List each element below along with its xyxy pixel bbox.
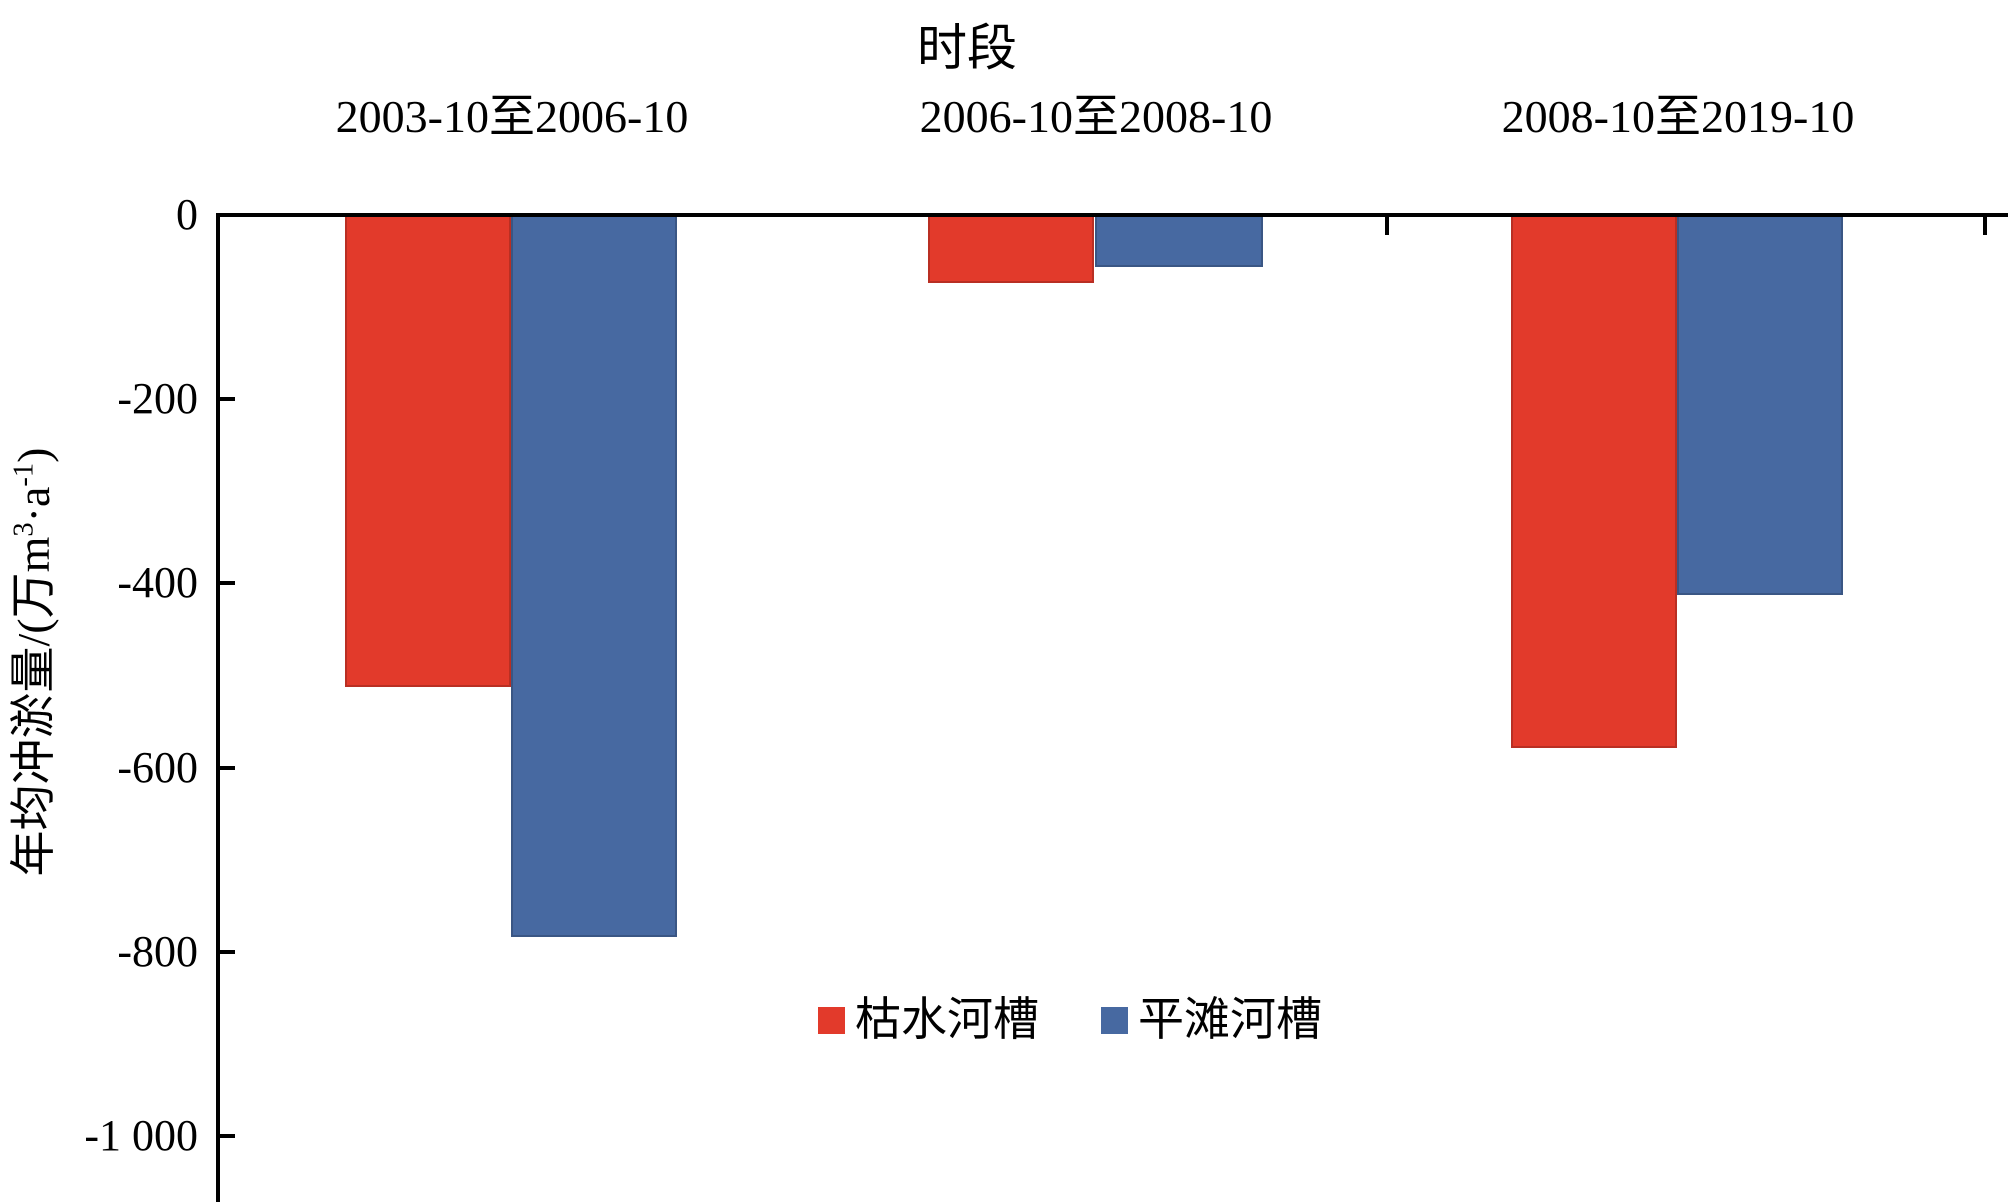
y-axis-tick — [220, 950, 235, 954]
x-axis-line — [216, 213, 2008, 217]
bar-dry-channel-2003-2006 — [345, 215, 511, 687]
legend: 枯水河槽 平滩河槽 — [818, 992, 1322, 1048]
bar-dry-channel-2006-2008 — [928, 215, 1094, 283]
y-axis-line — [216, 213, 220, 1202]
x-axis-tick — [1385, 217, 1389, 235]
bar-bankfull-channel-2008-2019 — [1677, 215, 1843, 595]
legend-label-dry-channel: 枯水河槽 — [855, 994, 1039, 1045]
x-axis-tick — [1983, 217, 1987, 235]
y-axis-title-sup2: -1 — [8, 462, 40, 487]
legend-swatch-red-icon — [818, 1006, 845, 1034]
y-tick-label-600: -600 — [117, 743, 198, 792]
category-label-3: 2008-10至2019-10 — [1501, 91, 1855, 142]
y-axis-title: 年均冲淤量/(万m3·a-1) — [6, 448, 62, 877]
bar-bankfull-channel-2006-2008 — [1095, 215, 1263, 267]
y-axis-tick — [220, 766, 235, 770]
y-axis-title-seg3: ) — [8, 447, 59, 463]
bar-bankfull-channel-2003-2006 — [511, 215, 677, 937]
y-tick-label-0: 0 — [176, 190, 198, 239]
y-axis-title-sup1: 3 — [8, 522, 40, 537]
legend-entry-dry-channel: 枯水河槽 — [818, 992, 1039, 1048]
y-tick-label-800: -800 — [117, 927, 198, 976]
y-tick-label-1000: -1 000 — [84, 1111, 198, 1160]
y-axis-title-seg2: ·a — [8, 486, 59, 523]
y-axis-tick — [220, 1134, 235, 1138]
legend-entry-bankfull-channel: 平滩河槽 — [1101, 992, 1322, 1048]
legend-label-bankfull-channel: 平滩河槽 — [1138, 994, 1322, 1045]
y-tick-label-200: -200 — [117, 374, 198, 423]
chart-title: 时段 — [917, 20, 1017, 76]
category-label-1: 2003-10至2006-10 — [335, 91, 689, 142]
y-tick-label-400: -400 — [117, 558, 198, 607]
category-label-2: 2006-10至2008-10 — [919, 91, 1273, 142]
y-axis-tick — [220, 397, 235, 401]
bar-dry-channel-2008-2019 — [1511, 215, 1677, 748]
y-axis-tick — [220, 581, 235, 585]
legend-swatch-blue-icon — [1101, 1006, 1128, 1034]
